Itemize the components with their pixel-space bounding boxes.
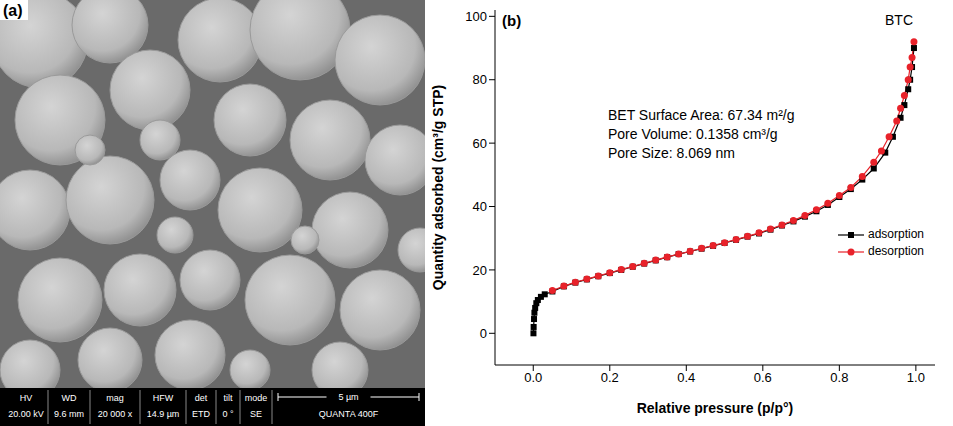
html-text:BET Surface Area: 67.34 m²/g: BET Surface Area: 67.34 m²/g — [608, 107, 795, 123]
svg-text:Quantity adsorbed (cm³/g STP): Quantity adsorbed (cm³/g STP) — [430, 85, 446, 290]
html-text:adsorption: adsorption — [868, 227, 924, 241]
svg-text:20.00 kV: 20.00 kV — [8, 409, 44, 419]
svg-text:det: det — [195, 393, 208, 403]
svg-text:0.8: 0.8 — [830, 370, 848, 385]
svg-text:SE: SE — [250, 409, 262, 419]
svg-text:0.6: 0.6 — [754, 370, 772, 385]
svg-text:14.9 µm: 14.9 µm — [147, 409, 180, 419]
svg-text:5 µm: 5 µm — [338, 392, 358, 402]
svg-text:tilt: tilt — [224, 393, 233, 403]
svg-text:0 °: 0 ° — [222, 409, 234, 419]
svg-text:Relative pressure (p/p°): Relative pressure (p/p°) — [637, 400, 794, 416]
svg-text:9.6 mm: 9.6 mm — [54, 409, 84, 419]
svg-text:80: 80 — [473, 72, 487, 87]
html-text:(b): (b) — [502, 12, 522, 29]
svg-text:HFW: HFW — [153, 393, 174, 403]
html-text:Pore Size: 8.069 nm: Pore Size: 8.069 nm — [608, 145, 735, 161]
svg-text:WD: WD — [62, 393, 77, 403]
svg-text:0.2: 0.2 — [601, 370, 619, 385]
svg-text:0.4: 0.4 — [677, 370, 695, 385]
html-text:Pore Volume: 0.1358 cm³/g: Pore Volume: 0.1358 cm³/g — [608, 126, 778, 142]
svg-text:40: 40 — [473, 199, 487, 214]
svg-text:ETD: ETD — [192, 409, 211, 419]
svg-text:QUANTA 400F: QUANTA 400F — [319, 409, 379, 419]
svg-text:20 000 x: 20 000 x — [98, 409, 133, 419]
svg-text:mag: mag — [106, 393, 124, 403]
svg-text:0: 0 — [480, 326, 487, 341]
svg-text:1.0: 1.0 — [907, 370, 925, 385]
svg-text:(a): (a) — [3, 2, 23, 19]
svg-text:20: 20 — [473, 263, 487, 278]
svg-text:60: 60 — [473, 136, 487, 151]
html-text:BTC: BTC — [885, 12, 913, 28]
svg-text:0.0: 0.0 — [524, 370, 542, 385]
svg-text:mode: mode — [245, 393, 268, 403]
svg-text:100: 100 — [465, 9, 487, 24]
html-text:desorption: desorption — [868, 244, 924, 258]
svg-text:HV: HV — [20, 393, 33, 403]
